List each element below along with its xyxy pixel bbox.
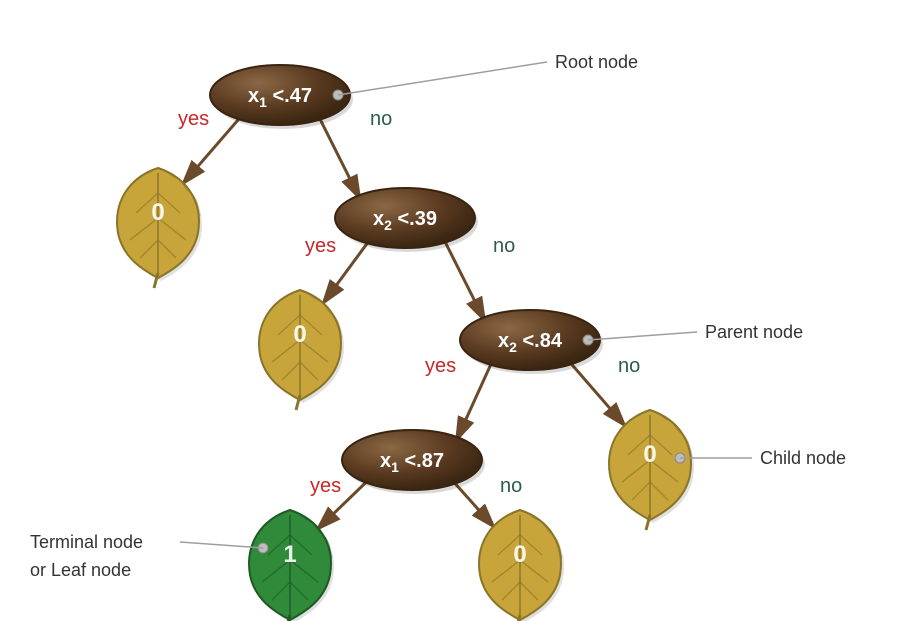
leaf-value: 0 [513,541,526,568]
leaf-value: 0 [151,199,164,226]
callout-label: Terminal node [30,532,143,552]
branch-label-yes: yes [178,108,209,130]
branch-label-yes: yes [310,475,341,497]
branch-label-yes: yes [425,355,456,377]
branch-label-no: no [500,475,522,497]
decision-tree-diagram: yes no yes no yes no yes no 0 0 0 0 1 x1 <.47 x2 <.39 x… [0,0,918,621]
decision-node-label: x1 <.47 [248,85,312,110]
decision-node-label: x2 <.39 [373,208,437,233]
branch-label-no: no [370,108,392,130]
decision-node-label: x2 <.84 [498,330,563,355]
callout-label: Root node [555,52,638,72]
branch-label-no: no [493,235,515,257]
leaf-value: 0 [643,441,656,468]
callout-label: or Leaf node [30,560,131,580]
leaf-value: 1 [283,541,296,568]
branch-label-yes: yes [305,235,336,257]
decision-node-label: x1 <.87 [380,450,444,475]
branch-label-no: no [618,355,640,377]
callout-label: Child node [760,448,846,468]
leaf-value: 0 [293,321,306,348]
callout-label: Parent node [705,322,803,342]
